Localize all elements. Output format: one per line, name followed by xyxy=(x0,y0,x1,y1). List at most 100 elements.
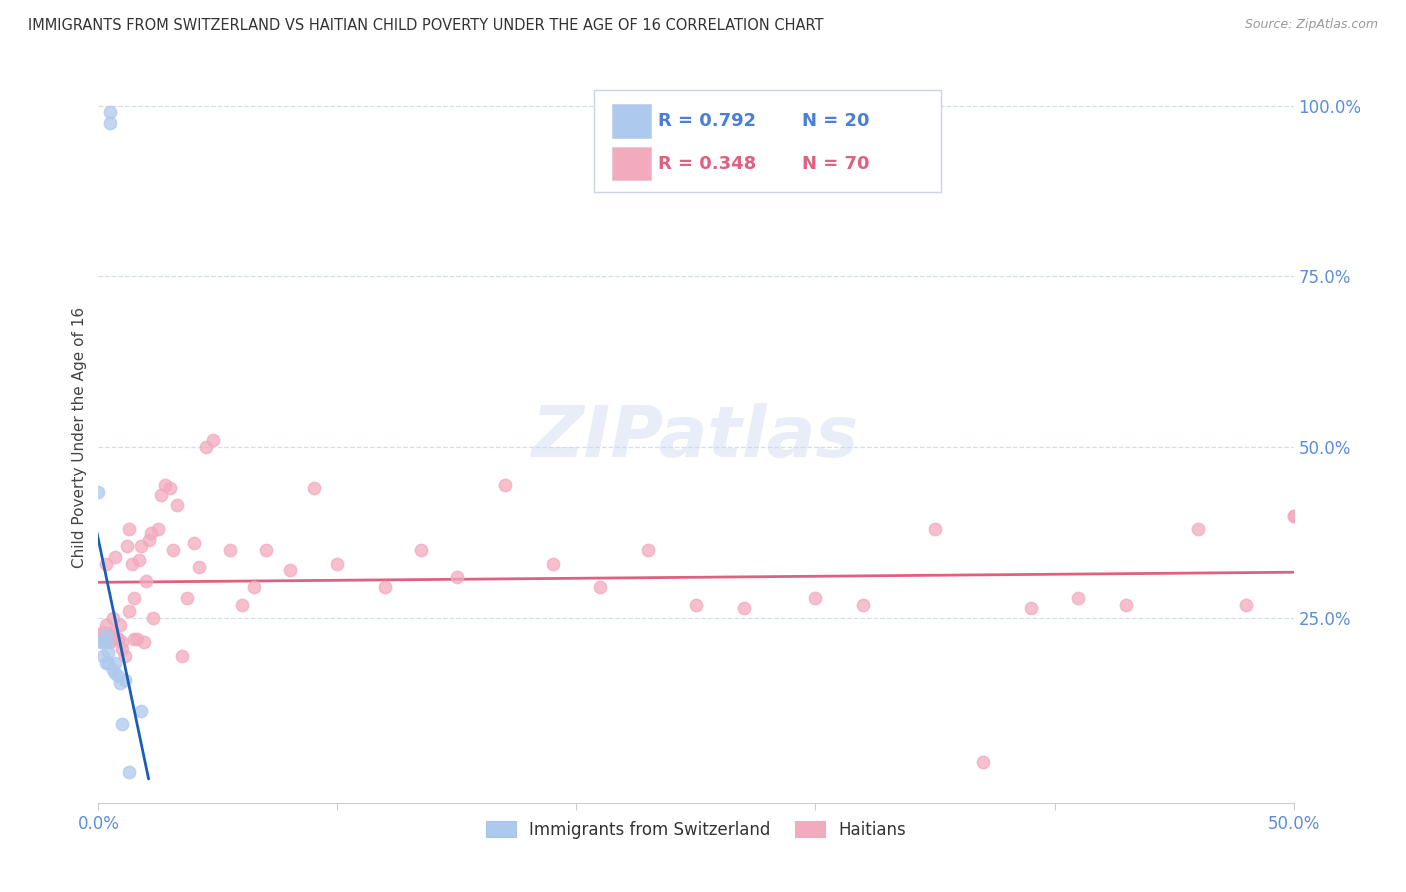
Point xyxy=(98,115,122,129)
Point xyxy=(374,581,396,595)
Point xyxy=(132,635,155,649)
Point xyxy=(162,542,184,557)
Point xyxy=(183,536,205,550)
Point xyxy=(852,598,875,612)
Point xyxy=(94,656,117,670)
Point xyxy=(98,628,122,642)
Point xyxy=(326,557,349,571)
Point xyxy=(94,635,117,649)
Point xyxy=(115,540,138,554)
Point xyxy=(104,665,127,680)
Point xyxy=(138,533,160,547)
Point xyxy=(94,557,117,571)
Point xyxy=(172,648,194,663)
Point xyxy=(131,540,153,554)
Point xyxy=(589,581,612,595)
Point xyxy=(90,635,112,649)
Point xyxy=(231,598,253,612)
Point xyxy=(1187,522,1209,536)
Legend: Immigrants from Switzerland, Haitians: Immigrants from Switzerland, Haitians xyxy=(479,814,912,846)
Point xyxy=(111,717,134,731)
Point xyxy=(494,478,516,492)
FancyBboxPatch shape xyxy=(613,147,651,180)
Point xyxy=(148,522,170,536)
Text: R = 0.792: R = 0.792 xyxy=(658,112,756,130)
Point xyxy=(104,632,127,646)
Text: N = 70: N = 70 xyxy=(801,154,869,173)
Point xyxy=(125,632,148,646)
Point xyxy=(118,522,141,536)
Point xyxy=(101,663,124,677)
Point xyxy=(1282,508,1305,523)
Point xyxy=(1234,598,1257,612)
Point xyxy=(278,563,301,577)
Point xyxy=(1282,508,1305,523)
Text: R = 0.348: R = 0.348 xyxy=(658,154,756,173)
Point xyxy=(128,553,150,567)
Point xyxy=(98,105,122,120)
Point xyxy=(104,656,127,670)
Point xyxy=(733,601,755,615)
Point xyxy=(107,669,129,683)
Point xyxy=(107,632,129,646)
Point xyxy=(541,557,564,571)
Point xyxy=(108,618,131,632)
Point xyxy=(302,481,325,495)
Point xyxy=(104,549,127,564)
Point xyxy=(97,628,120,642)
Point xyxy=(135,574,157,588)
Point xyxy=(131,704,153,718)
Point xyxy=(121,557,143,571)
Point xyxy=(97,645,120,659)
Text: Source: ZipAtlas.com: Source: ZipAtlas.com xyxy=(1244,18,1378,31)
Point xyxy=(637,542,659,557)
Text: N = 20: N = 20 xyxy=(801,112,869,130)
Point xyxy=(1067,591,1090,605)
Point xyxy=(118,604,141,618)
Point xyxy=(91,635,114,649)
Point xyxy=(804,591,827,605)
Point xyxy=(924,522,946,536)
Point xyxy=(139,525,162,540)
Point xyxy=(111,635,134,649)
Point xyxy=(202,434,225,448)
Point xyxy=(91,624,114,639)
Point xyxy=(98,635,122,649)
Point xyxy=(187,560,209,574)
Point xyxy=(91,648,114,663)
Point xyxy=(411,542,433,557)
Point xyxy=(101,611,124,625)
Point xyxy=(118,765,141,780)
FancyBboxPatch shape xyxy=(613,104,651,137)
Point xyxy=(124,632,146,646)
Point xyxy=(149,488,172,502)
Point xyxy=(166,499,188,513)
Point xyxy=(114,648,136,663)
Point xyxy=(101,624,124,639)
Point xyxy=(124,591,146,605)
Point xyxy=(87,484,110,499)
Point xyxy=(446,570,468,584)
Point xyxy=(1115,598,1137,612)
Point xyxy=(114,673,136,687)
Point xyxy=(176,591,198,605)
FancyBboxPatch shape xyxy=(595,90,941,192)
Point xyxy=(972,755,994,769)
Point xyxy=(243,581,266,595)
Point xyxy=(142,611,165,625)
Point xyxy=(254,542,277,557)
Point xyxy=(155,478,177,492)
Text: IMMIGRANTS FROM SWITZERLAND VS HAITIAN CHILD POVERTY UNDER THE AGE OF 16 CORRELA: IMMIGRANTS FROM SWITZERLAND VS HAITIAN C… xyxy=(28,18,824,33)
Point xyxy=(90,628,112,642)
Point xyxy=(94,628,117,642)
Point xyxy=(108,676,131,690)
Point xyxy=(685,598,707,612)
Point xyxy=(97,656,120,670)
Point xyxy=(1019,601,1042,615)
Text: ZIPatlas: ZIPatlas xyxy=(533,402,859,472)
Point xyxy=(107,632,129,646)
Point xyxy=(159,481,181,495)
Point xyxy=(219,542,242,557)
Point xyxy=(195,440,218,454)
Point xyxy=(94,618,117,632)
